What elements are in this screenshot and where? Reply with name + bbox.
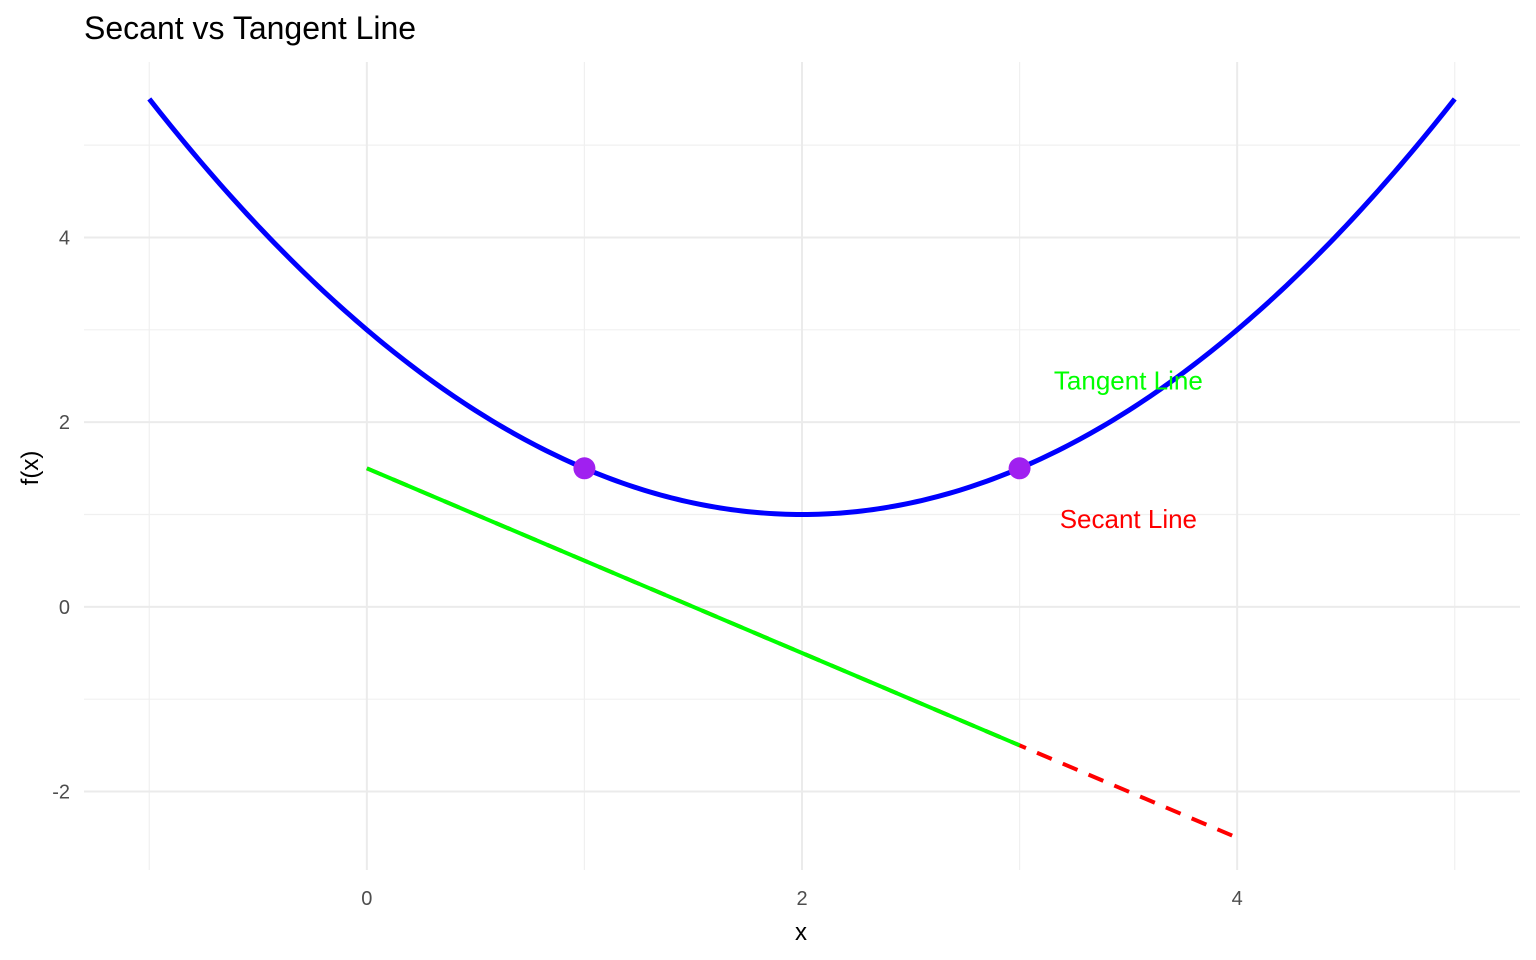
secant-line (366, 466, 1238, 840)
annotation-label: Tangent Line (1054, 366, 1203, 396)
major-gridlines (84, 62, 1520, 870)
y-tick-labels: -2 0 2 4 (52, 227, 70, 803)
chart-title: Secant vs Tangent Line (84, 10, 417, 46)
annotation-layer: Tangent Line Secant Line (1054, 366, 1203, 535)
y-tick-label: 2 (59, 412, 70, 434)
x-tick-label: 2 (796, 888, 807, 910)
x-tick-label: 4 (1232, 888, 1243, 910)
curve-line (147, 97, 1457, 517)
tangent-point-marker (573, 457, 596, 480)
points-layer (573, 457, 1031, 480)
series-layer (147, 97, 1457, 840)
x-axis-title: x (795, 919, 807, 946)
y-tick-label: 4 (59, 227, 70, 249)
y-axis-title: f(x) (17, 451, 44, 486)
tangent-line (366, 466, 1021, 748)
y-tick-label: -2 (52, 782, 70, 804)
annotation-label: Secant Line (1060, 504, 1197, 534)
x-tick-label: 0 (361, 888, 372, 910)
y-tick-label: 0 (59, 597, 70, 619)
tangent-point-marker (1008, 457, 1031, 480)
x-tick-labels: 0 2 4 (361, 888, 1242, 910)
